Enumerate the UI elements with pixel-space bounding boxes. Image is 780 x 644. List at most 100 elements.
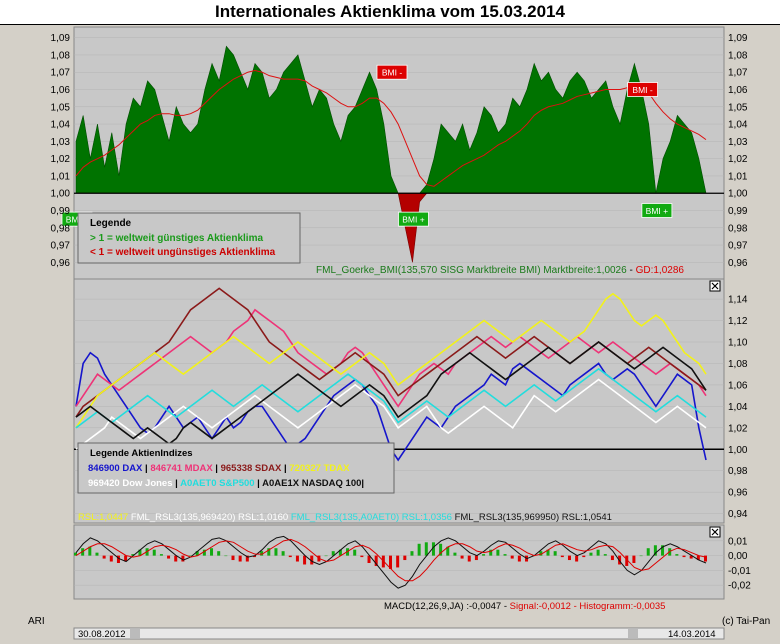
macd-histogram-bar — [403, 555, 407, 561]
x-axis-left-label: ARI — [28, 616, 45, 627]
macd-histogram-bar — [503, 554, 507, 556]
macd-y-tick-right: -0,01 — [728, 566, 751, 577]
macd-histogram-bar — [260, 551, 264, 556]
marker-label: BMI - — [382, 68, 402, 78]
macd-histogram-bar — [474, 555, 478, 561]
macd-histogram-bar — [696, 555, 700, 561]
top-legend: Legende > 1 = weltweit günstiges Aktienk… — [77, 212, 301, 264]
x-scrollbar[interactable] — [73, 627, 725, 640]
macd-histogram-bar — [281, 551, 285, 556]
macd-y-tick-right: -0,02 — [728, 581, 751, 592]
middle-legend-title: Legende AktienIndizes — [90, 448, 193, 459]
macd-histogram-bar — [274, 548, 278, 556]
legend-tdax: 720327 TDAX — [289, 463, 350, 474]
x-axis-right-label: (c) Tai-Pan — [722, 616, 770, 627]
macd-histogram-bar — [439, 543, 443, 556]
macd-histogram-bar — [517, 555, 521, 562]
middle-panel-close-icon[interactable] — [709, 280, 721, 292]
middle-caption-1: FML_RSL3(135,969420) RSL:1,0160 — [131, 512, 288, 523]
macd-caption-1: Signal:-0,0012 - — [510, 601, 577, 612]
top-y-tick-left: 0,96 — [51, 258, 71, 269]
top-y-tick-right: 1,03 — [728, 137, 748, 148]
top-panel: BMI - BMI + BMI - BMI + BMI + — [61, 37, 724, 263]
macd-histogram-bar — [174, 555, 178, 562]
macd-caption-2: Histogramm:-0,0035 — [579, 601, 665, 612]
macd-panel-close-icon[interactable] — [709, 526, 721, 538]
macd-histogram-bar — [467, 555, 471, 562]
macd-histogram-bar — [560, 555, 564, 558]
chart-area: BMI - BMI + BMI - BMI + BMI + 1,09 1,09 1,08 1,… — [0, 26, 780, 644]
macd-histogram-bar — [360, 555, 364, 558]
macd-histogram-bar — [689, 555, 693, 559]
macd-histogram-bar — [553, 551, 557, 556]
middle-legend: Legende AktienIndizes 846900 DAX | 84674… — [77, 442, 395, 494]
macd-histogram-bar — [610, 555, 614, 561]
macd-histogram-bar — [582, 555, 586, 558]
marker-box — [398, 211, 429, 227]
macd-histogram-bar — [589, 552, 593, 556]
top-y-tick-left: 1,00 — [51, 189, 71, 200]
macd-histogram-bar — [131, 554, 135, 556]
top-y-tick-right: 1,04 — [728, 120, 748, 131]
rsl-line-dow — [75, 378, 707, 450]
bmi-moving-average — [75, 69, 707, 187]
macd-histogram-bar — [396, 555, 400, 568]
legend-dax: 846900 DAX — [88, 463, 143, 474]
macd-histogram-bar — [446, 546, 450, 556]
bmi-buy-marker: BMI + — [398, 211, 429, 227]
top-y-tick-right: 1,06 — [728, 85, 748, 96]
middle-caption: RSL:1,0447 FML_RSL3(135,969420) RSL:1,01… — [78, 512, 612, 523]
macd-histogram-bar — [245, 555, 249, 562]
top-y-tick-left: 1,02 — [51, 154, 71, 165]
macd-histogram-bar — [88, 546, 92, 556]
macd-histogram-bar — [431, 542, 435, 556]
macd-histogram-bar — [353, 549, 357, 556]
mid-y-tick-right: 1,12 — [728, 316, 748, 327]
legend-nasdaq: A0AE1X NASDAQ 100 — [262, 478, 361, 489]
macd-histogram-bar — [482, 554, 486, 556]
top-y-tick-right: 0,98 — [728, 223, 748, 234]
mid-y-tick-right: 0,94 — [728, 509, 748, 520]
marker-label: BMI + — [646, 206, 668, 216]
macd-histogram-bar — [116, 555, 120, 563]
macd-histogram-bar — [95, 552, 99, 556]
macd-histogram-bar — [632, 555, 636, 563]
page-title: Internationales Aktienklima vom 15.03.20… — [0, 0, 780, 25]
macd-histogram-bar — [74, 552, 77, 556]
marker-label: BMI - — [632, 85, 652, 95]
macd-histogram-bar — [417, 543, 421, 556]
x-axis-end-date: 14.03.2014 — [668, 629, 716, 640]
macd-caption-0: MACD(12,26,9,JA) :-0,0047 - — [384, 601, 507, 612]
top-y-tick-right: 1,00 — [728, 189, 748, 200]
macd-histogram-bar — [310, 555, 314, 565]
macd-histogram-bar — [489, 549, 493, 556]
top-y-tick-right: 1,09 — [728, 33, 748, 44]
marker-label: BMI + — [402, 215, 424, 225]
top-legend-line2: < 1 = weltweit ungünstiges Aktienklima — [90, 247, 276, 258]
legend-mdax: 846741 MDAX — [150, 463, 213, 474]
macd-histogram-bar — [661, 545, 665, 556]
top-y-tick-right: 1,02 — [728, 154, 748, 165]
macd-histogram-bar — [410, 551, 414, 556]
macd-histogram-bar — [188, 555, 192, 557]
top-y-tick-left: 0,98 — [51, 223, 71, 234]
top-y-tick-left: 1,09 — [51, 33, 71, 44]
mid-y-tick-right: 1,06 — [728, 380, 748, 391]
macd-histogram-bar — [367, 555, 371, 563]
middle-caption-3: FML_RSL3(135,969950) RSL:1,0541 — [455, 512, 612, 523]
macd-histogram-bar — [124, 555, 128, 562]
macd-histogram-bar — [152, 549, 156, 556]
macd-histogram-bar — [138, 549, 142, 556]
macd-histogram-bar — [510, 555, 514, 559]
top-caption-gd: GD:1,0286 — [636, 265, 685, 276]
macd-line — [75, 535, 707, 589]
macd-histogram-bar — [102, 555, 106, 559]
macd-histogram-bar — [109, 555, 113, 562]
macd-histogram-bar — [202, 549, 206, 556]
macd-histogram-bar — [252, 555, 256, 558]
macd-histogram-bar — [331, 551, 335, 556]
bmi-area-positive — [75, 45, 707, 194]
mid-y-tick-right: 0,96 — [728, 488, 748, 499]
macd-histogram-bar — [682, 555, 686, 558]
macd-histogram-bar — [704, 555, 707, 562]
